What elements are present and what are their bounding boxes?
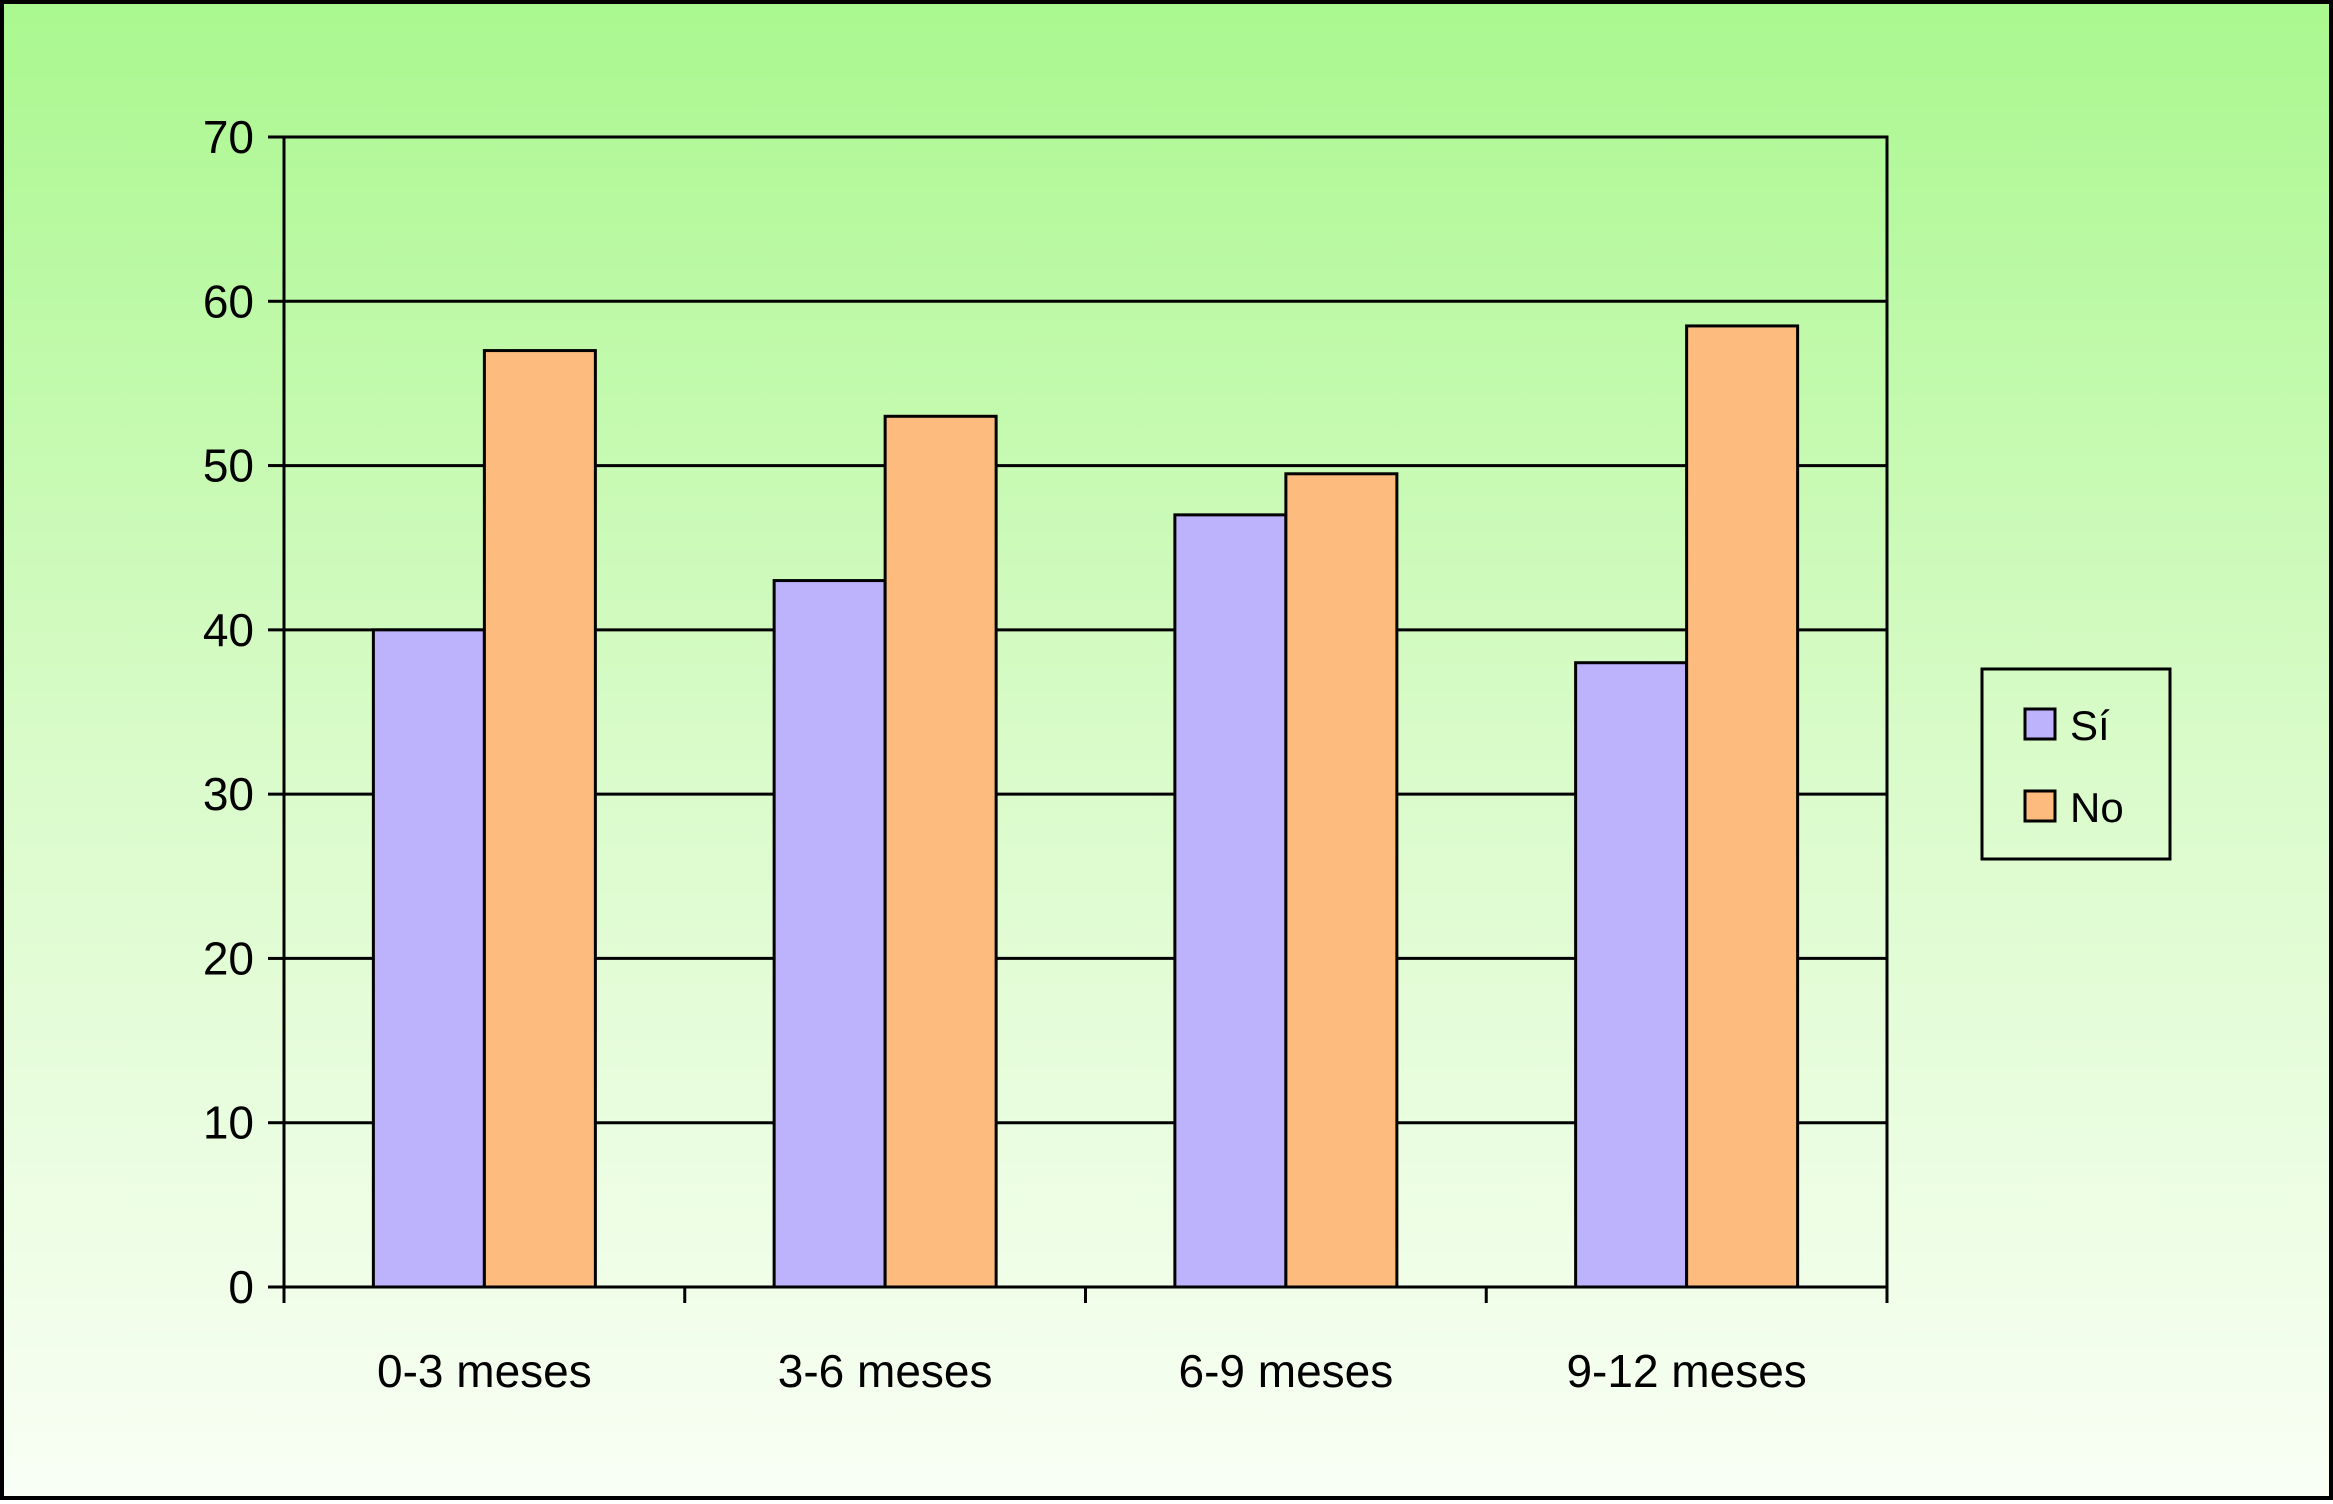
y-tick-label: 50 <box>203 440 254 492</box>
bar-si-2 <box>772 579 887 1289</box>
y-tick-label: 30 <box>203 768 254 820</box>
bar-no-1 <box>482 349 597 1289</box>
x-tick-label: 9-12 meses <box>1566 1345 1806 1397</box>
y-tick-label: 20 <box>203 932 254 984</box>
legend-swatch-si <box>2023 707 2057 741</box>
bar-no-3 <box>1284 472 1399 1289</box>
legend: Sí No <box>1980 667 2172 861</box>
bar-si-1 <box>371 628 486 1289</box>
legend-label-no: No <box>2070 784 2124 831</box>
bar-no-2 <box>883 414 998 1289</box>
bar-chart: 0 10 20 30 40 50 60 70 0-3 meses 3-6 meses 6-9 mes… <box>203 111 2172 1397</box>
bar-si-4 <box>1574 661 1689 1289</box>
x-tick-label: 3-6 meses <box>778 1345 993 1397</box>
y-tick-label: 60 <box>203 275 254 327</box>
legend-label-si: Sí <box>2070 702 2110 749</box>
x-tick-label: 0-3 meses <box>377 1345 592 1397</box>
bars <box>371 324 1800 1289</box>
bar-no-4 <box>1685 324 1800 1289</box>
y-tick-label: 0 <box>228 1261 254 1313</box>
legend-swatch-no <box>2023 789 2057 823</box>
y-tick-label: 10 <box>203 1097 254 1149</box>
axes: 0 10 20 30 40 50 60 70 0-3 meses 3-6 meses 6-9 mes… <box>203 111 1889 1397</box>
y-tick-label: 70 <box>203 111 254 163</box>
legend-box <box>1980 667 2172 861</box>
y-tick-label: 40 <box>203 604 254 656</box>
x-tick-label: 6-9 meses <box>1179 1345 1394 1397</box>
bar-si-3 <box>1173 513 1288 1289</box>
